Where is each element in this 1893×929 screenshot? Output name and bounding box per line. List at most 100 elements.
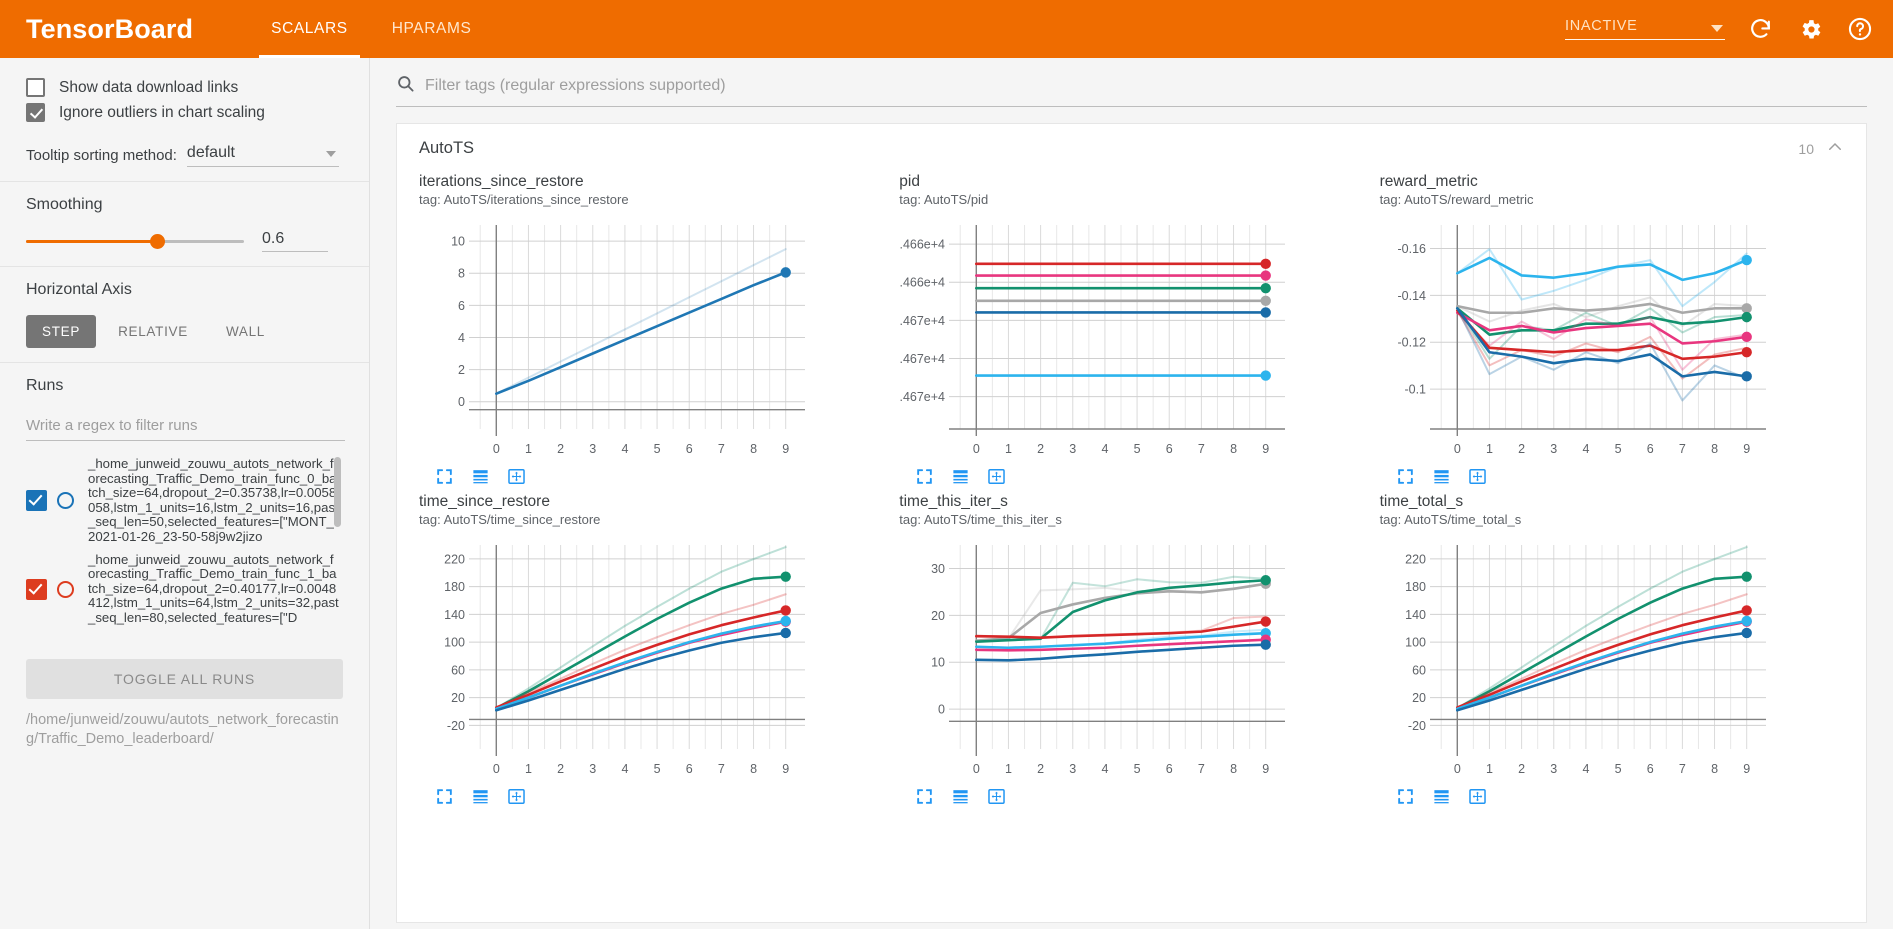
tab-scalars[interactable]: SCALARS [249, 0, 370, 58]
gear-icon[interactable] [1795, 14, 1825, 44]
help-icon[interactable] [1845, 14, 1875, 44]
svg-text:180: 180 [444, 580, 465, 594]
svg-text:2.466e+4: 2.466e+4 [899, 276, 945, 290]
chart-tag: tag: AutoTS/time_since_restore [419, 512, 601, 527]
slider-thumb[interactable] [149, 234, 165, 249]
smoothing-title: Smoothing [26, 196, 103, 213]
data-series-icon[interactable] [1432, 787, 1452, 807]
tooltip-sort-select[interactable]: default [186, 144, 339, 167]
svg-text:4: 4 [621, 762, 628, 776]
fit-domain-icon[interactable] [915, 467, 935, 487]
svg-text:1: 1 [1005, 442, 1012, 456]
chart-plot[interactable]: 220 180 140 100 60 20 -20 0 1 2 3 4 5 6 7 8 9 [419, 533, 819, 783]
smoothing-value-input[interactable]: 0.6 [262, 230, 328, 252]
tag-filter-bar[interactable]: Filter tags (regular expressions support… [396, 74, 1867, 107]
run-checkbox[interactable] [26, 578, 47, 600]
fit-domain-icon[interactable] [435, 787, 455, 807]
expand-chart-icon[interactable] [507, 467, 527, 487]
smoothing-slider[interactable] [26, 234, 244, 249]
axis-option-wall[interactable]: WALL [225, 324, 265, 339]
runs-filter-input[interactable]: Write a regex to filter runs [26, 411, 345, 441]
svg-text:8: 8 [750, 762, 757, 776]
svg-text:6: 6 [1646, 442, 1653, 456]
svg-text:220: 220 [1405, 552, 1426, 566]
toggle-all-runs-button[interactable]: TOGGLE ALL RUNS [26, 659, 343, 699]
svg-text:4: 4 [621, 442, 628, 456]
show-download-links-checkbox[interactable] [26, 78, 45, 97]
svg-text:8: 8 [458, 267, 465, 281]
svg-text:140: 140 [1405, 608, 1426, 622]
svg-text:7: 7 [1678, 762, 1685, 776]
chart-plot[interactable]: 30 20 10 0 0 1 2 3 4 5 6 7 8 9 [899, 533, 1299, 783]
chart-card: time_total_s tag: AutoTS/time_total_s 220 1… [1372, 487, 1852, 807]
show-download-links-row[interactable]: Show data download links [26, 78, 345, 97]
expand-chart-icon[interactable] [987, 467, 1007, 487]
ignore-outliers-label: Ignore outliers in chart scaling [59, 103, 265, 121]
svg-text:9: 9 [1743, 442, 1750, 456]
svg-text:3: 3 [589, 762, 596, 776]
data-series-icon[interactable] [471, 467, 491, 487]
expand-chart-icon[interactable] [507, 787, 527, 807]
chevron-up-icon[interactable] [1826, 138, 1844, 159]
refresh-icon[interactable] [1745, 14, 1775, 44]
run-name: _home_junweid_zouwu_autots_network_forec… [88, 551, 339, 625]
tag-group-header[interactable]: AutoTS 10 [397, 124, 1866, 167]
chart-title: time_this_iter_s [899, 493, 1008, 510]
svg-text:1: 1 [525, 762, 532, 776]
svg-text:10: 10 [931, 656, 945, 670]
run-list-item[interactable]: _home_junweid_zouwu_autots_network_forec… [26, 457, 345, 545]
tag-group-title: AutoTS [419, 139, 475, 157]
run-color-swatch[interactable] [57, 580, 74, 598]
svg-text:6: 6 [686, 442, 693, 456]
svg-text:7: 7 [1678, 442, 1685, 456]
svg-text:8: 8 [1230, 442, 1237, 456]
ignore-outliers-row[interactable]: Ignore outliers in chart scaling [26, 103, 345, 122]
axis-option-relative[interactable]: RELATIVE [118, 324, 188, 339]
tag-filter-input[interactable]: Filter tags (regular expressions support… [425, 77, 726, 94]
svg-text:9: 9 [782, 442, 789, 456]
fit-domain-icon[interactable] [1396, 787, 1416, 807]
chart-plot[interactable]: -0.16 -0.14 -0.12 -0.1 0 1 2 3 4 5 6 7 8 9 [1380, 213, 1780, 463]
svg-text:7: 7 [718, 762, 725, 776]
svg-text:-0.12: -0.12 [1397, 336, 1426, 350]
ignore-outliers-checkbox[interactable] [26, 103, 45, 122]
tooltip-sort-row: Tooltip sorting method: default [26, 144, 345, 167]
runs-scrollbar[interactable] [334, 457, 341, 527]
tooltip-sort-value: default [186, 144, 235, 161]
svg-text:5: 5 [1134, 442, 1141, 456]
axis-option-step[interactable]: STEP [26, 315, 97, 348]
chevron-down-icon [325, 151, 336, 157]
data-series-icon[interactable] [951, 467, 971, 487]
expand-chart-icon[interactable] [1468, 787, 1488, 807]
horizontal-axis-section: Horizontal Axis STEP RELATIVE WALL [0, 267, 369, 363]
svg-text:3: 3 [1070, 442, 1077, 456]
fit-domain-icon[interactable] [435, 467, 455, 487]
run-list-item[interactable]: _home_junweid_zouwu_autots_network_forec… [26, 551, 345, 626]
tag-group-meta: 10 [1798, 138, 1844, 159]
run-color-swatch[interactable] [57, 492, 74, 510]
tab-hparams[interactable]: HPARAMS [370, 0, 494, 58]
data-series-icon[interactable] [951, 787, 971, 807]
chart-plot[interactable]: 10 8 6 4 2 0 0 1 2 3 4 5 6 7 8 9 [419, 213, 819, 463]
svg-text:180: 180 [1405, 580, 1426, 594]
fit-domain-icon[interactable] [1396, 467, 1416, 487]
svg-text:2.466e+4: 2.466e+4 [899, 238, 945, 252]
data-series-icon[interactable] [1432, 467, 1452, 487]
chart-tag: tag: AutoTS/reward_metric [1379, 192, 1534, 207]
fit-domain-icon[interactable] [915, 787, 935, 807]
svg-text:2: 2 [1518, 442, 1525, 456]
svg-text:8: 8 [1230, 762, 1237, 776]
run-checkbox[interactable] [26, 490, 47, 512]
data-series-icon[interactable] [471, 787, 491, 807]
expand-chart-icon[interactable] [987, 787, 1007, 807]
chart-plot[interactable]: 2.466e+4 2.466e+4 2.467e+4 2.467e+4 2.467e+4… [899, 213, 1299, 463]
expand-chart-icon[interactable] [1468, 467, 1488, 487]
chart-toolbar [899, 463, 1363, 487]
svg-text:60: 60 [1412, 663, 1426, 677]
svg-text:30: 30 [931, 562, 945, 576]
chart-plot[interactable]: 220 180 140 100 60 20 -20 0 1 2 3 4 5 6 7 8 9 [1380, 533, 1780, 783]
chart-tag: tag: AutoTS/time_this_iter_s [899, 512, 1062, 527]
logdir-path: /home/junweid/zouwu/autots_network_forec… [26, 712, 339, 747]
svg-text:100: 100 [1405, 636, 1426, 650]
reload-mode-select[interactable]: INACTIVE [1565, 18, 1725, 40]
